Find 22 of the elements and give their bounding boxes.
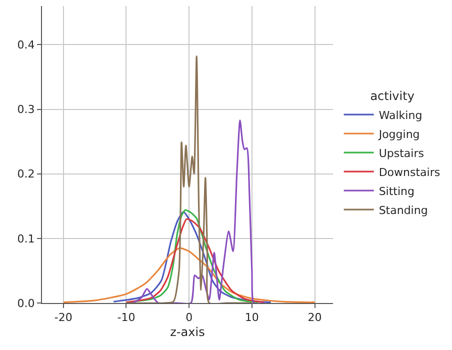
legend-label: Upstairs xyxy=(378,146,424,160)
x-tick-label: 20 xyxy=(308,311,322,324)
line-series xyxy=(62,247,316,303)
legend-title: activity xyxy=(370,89,414,104)
line-series xyxy=(132,119,266,303)
y-tick-label: 0.3 xyxy=(17,103,35,116)
legend-label: Standing xyxy=(378,204,428,217)
line-series xyxy=(112,211,272,303)
x-tick-label: 0 xyxy=(186,311,193,324)
x-tick-label: -20 xyxy=(54,311,72,324)
x-tick-label: 10 xyxy=(244,311,259,324)
legend-label: Downstairs xyxy=(378,166,440,179)
y-tick-label: 0.2 xyxy=(17,168,35,181)
y-tick-label: 0.4 xyxy=(17,38,35,52)
y-tick-label: 0.1 xyxy=(17,232,35,246)
x-tick-label: -10 xyxy=(117,311,136,324)
line-series xyxy=(125,56,253,303)
legend-label: Sitting xyxy=(378,184,415,198)
legend-label: Walking xyxy=(378,108,422,122)
legend-label: Jogging xyxy=(378,128,420,141)
x-axis-title: z-axis xyxy=(170,325,205,340)
y-tick-label: 0.0 xyxy=(17,296,35,310)
